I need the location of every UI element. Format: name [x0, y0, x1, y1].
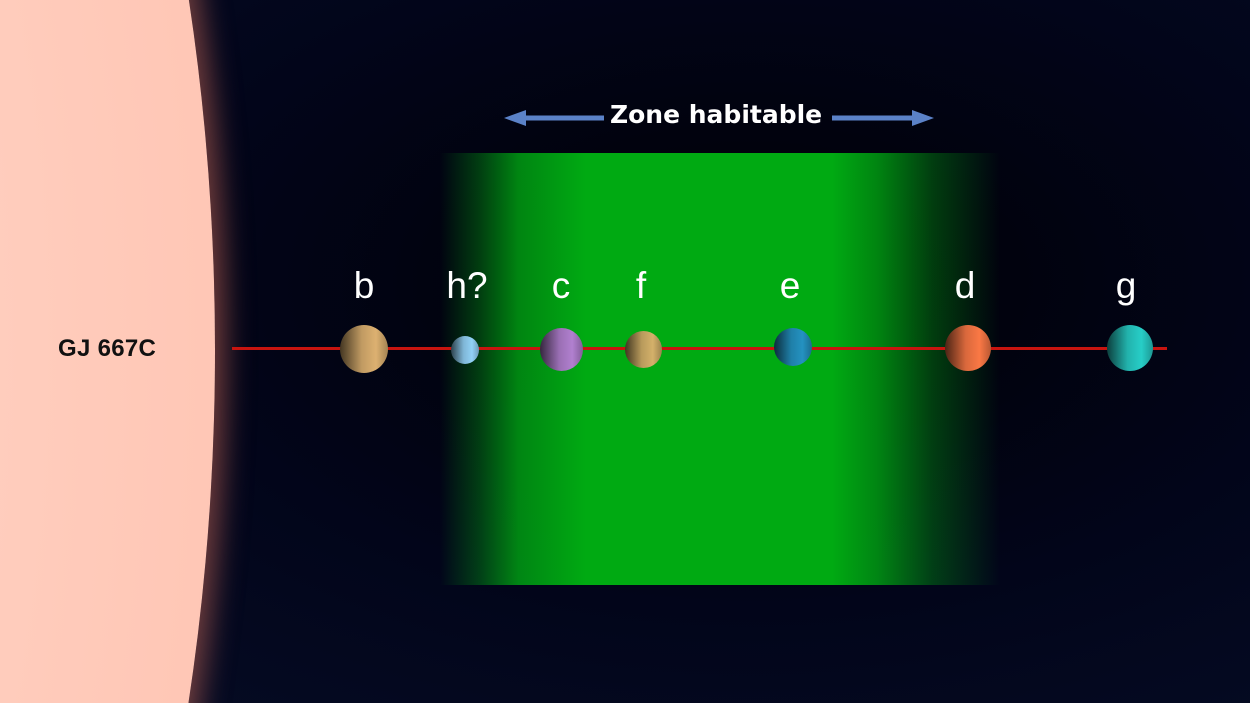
habitable-zone-band — [440, 153, 1000, 585]
habitable-zone-label: Zone habitable — [610, 100, 823, 129]
planet-g — [1107, 325, 1153, 371]
star-gj-667c — [0, 0, 215, 703]
habitable-zone-left-arrow-icon — [504, 110, 604, 126]
planet-d — [945, 325, 991, 371]
planet-e — [774, 328, 812, 366]
star-label: GJ 667C — [58, 335, 157, 362]
planet-b — [340, 325, 388, 373]
planet-b-label: b — [353, 265, 375, 306]
habitable-zone-right-arrow-icon — [832, 110, 934, 126]
planet-h-label: h? — [446, 265, 488, 306]
planet-e-label: e — [779, 265, 801, 306]
planet-g-label: g — [1115, 265, 1137, 306]
planet-c-label: c — [551, 265, 571, 306]
planet-f — [624, 330, 662, 368]
orbit-line — [232, 347, 1167, 350]
planet-f-label: f — [635, 265, 647, 306]
planet-d-label: d — [954, 265, 976, 306]
planet-c — [539, 327, 583, 371]
planet-h — [451, 336, 479, 364]
